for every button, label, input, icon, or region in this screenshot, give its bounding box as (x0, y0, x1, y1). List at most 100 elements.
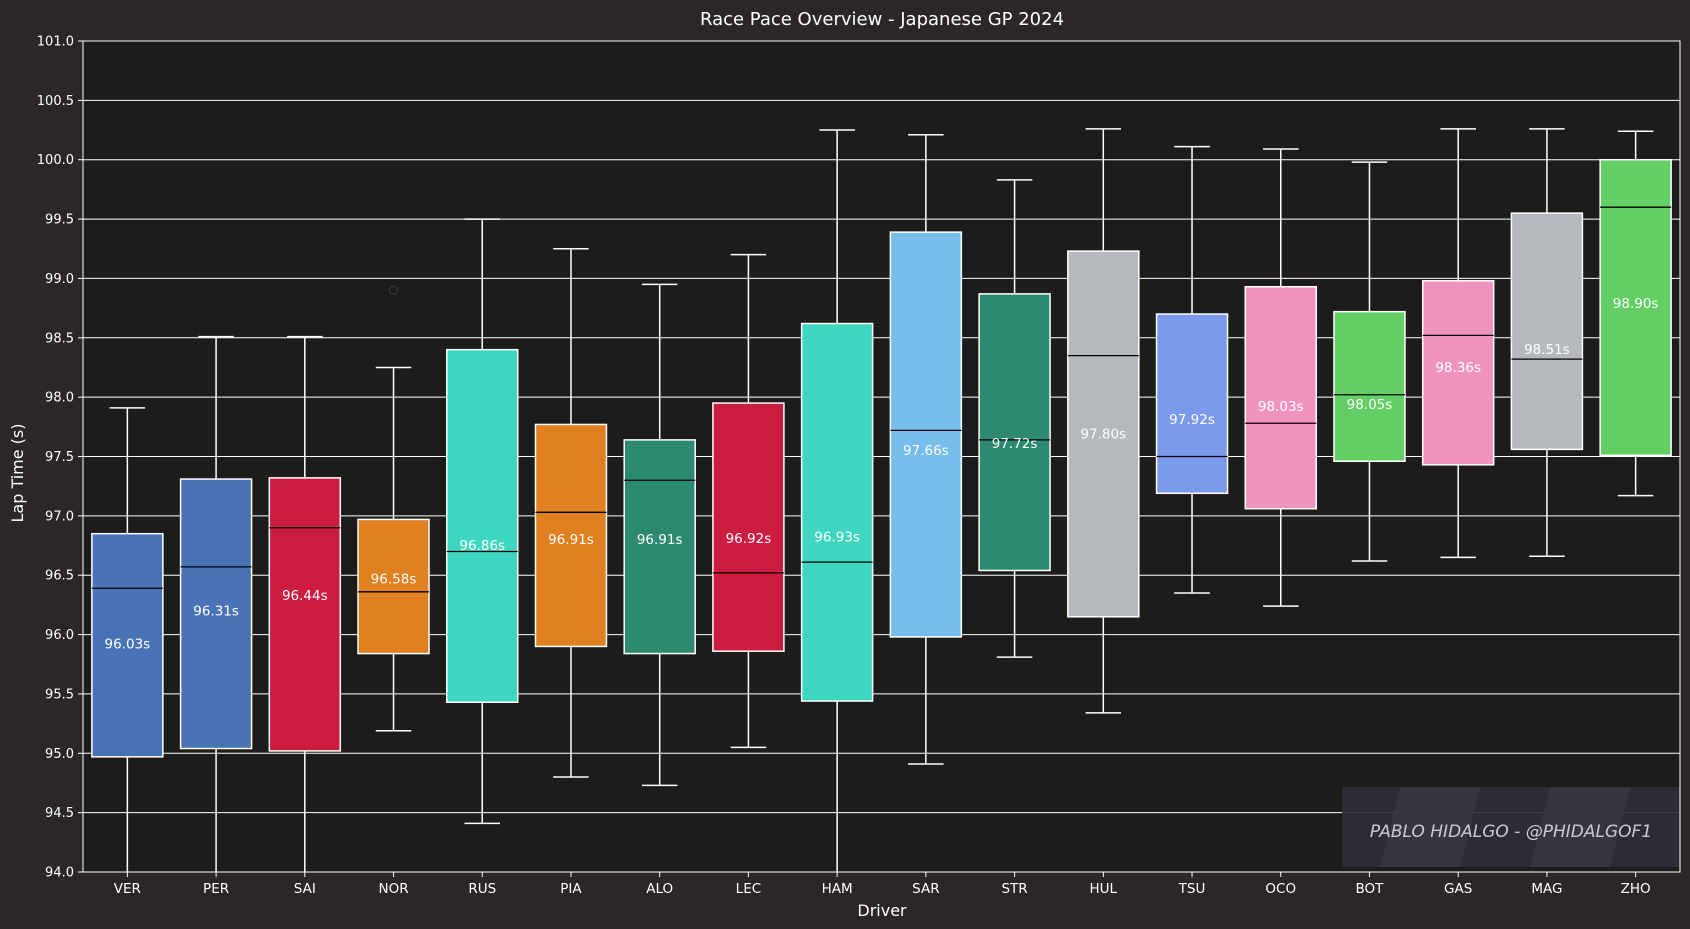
x-tick-label: VER (114, 881, 141, 897)
box-ham: 96.93s (800, 129, 874, 872)
x-tick-label: OCO (1265, 881, 1296, 897)
x-tick-label: RUS (468, 881, 496, 897)
plot-frame (82, 40, 1681, 873)
box-lec: 96.92s (712, 253, 785, 749)
x-axis-label: Driver (857, 901, 907, 920)
box-body (91, 532, 164, 758)
y-tick-label: 98.0 (45, 391, 74, 406)
mean-label: 96.93s (814, 530, 860, 546)
x-tick-label: LEC (736, 881, 761, 897)
mean-label: 98.36s (1435, 360, 1481, 376)
box-body (268, 477, 342, 752)
y-tick-label: 97.0 (45, 509, 74, 524)
mean-label: 96.44s (282, 588, 328, 604)
x-tick-label: PIA (560, 881, 582, 897)
box-body (1510, 212, 1584, 451)
watermark-text: PABLO HIDALGO - @PHIDALGOF1 (1370, 822, 1652, 842)
box-hul: 97.80s (1067, 128, 1140, 714)
box-body (1599, 158, 1672, 457)
y-tick-label: 100.5 (37, 94, 74, 109)
mean-label: 97.72s (992, 436, 1038, 452)
mean-label: 96.91s (548, 532, 594, 548)
box-body (357, 518, 430, 655)
box-bot: 98.05s (1333, 161, 1406, 562)
y-tick-label: 95.5 (45, 687, 74, 702)
y-tick-label: 101.0 (37, 35, 74, 50)
y-tick-label: 94.0 (45, 866, 74, 881)
box-zho: 98.90s (1599, 130, 1672, 497)
x-tick-label: HUL (1090, 881, 1118, 897)
box-body (623, 439, 696, 655)
mean-label: 98.05s (1347, 397, 1393, 413)
box-body (1244, 285, 1317, 510)
x-tick-label: SAI (294, 881, 316, 897)
y-tick-label: 96.0 (45, 628, 74, 643)
box-body (712, 402, 785, 652)
box-gas: 98.36s (1421, 128, 1495, 559)
x-tick-label: BOT (1356, 881, 1385, 897)
mean-label: 97.66s (903, 443, 949, 459)
grid-lines (83, 40, 1680, 873)
y-tick-label: 99.5 (45, 213, 74, 228)
box-body (1333, 310, 1406, 462)
y-tick-label: 99.0 (45, 272, 74, 287)
x-tick-label: ALO (646, 881, 673, 897)
box-mag: 98.51s (1510, 128, 1584, 557)
watermark-stripe (1530, 787, 1630, 867)
box-body (179, 478, 253, 750)
y-tick-label: 95.0 (45, 747, 74, 762)
box-body (1067, 250, 1140, 618)
box-sai: 96.44s (268, 335, 342, 872)
x-tick-label: ZHO (1621, 881, 1651, 897)
x-tick-label: MAG (1531, 881, 1562, 897)
mean-label: 96.58s (371, 571, 417, 587)
x-axis-ticks: VER PER SAI NOR RUS PIA ALO LEC HAM SAR STR HUL TSU O… (114, 872, 1651, 897)
box-body (1155, 313, 1229, 495)
y-tick-label: 97.5 (45, 450, 74, 465)
y-axis-ticks: 94.0 94.5 95.0 95.5 96.0 96.5 97.0 97.5 98.0 98.5… (37, 35, 83, 881)
watermark-stripe (1380, 787, 1480, 867)
box-per: 96.31s (179, 335, 253, 872)
box-body (1421, 280, 1495, 466)
y-axis-label: Lap Time (s) (8, 423, 27, 522)
y-tick-label: 98.5 (45, 331, 74, 346)
mean-label: 96.91s (637, 532, 683, 548)
x-tick-label: GAS (1444, 881, 1472, 897)
mean-label: 96.31s (193, 603, 239, 619)
mean-label: 98.03s (1258, 399, 1304, 415)
mean-label: 98.51s (1524, 342, 1570, 358)
x-tick-label: STR (1001, 881, 1027, 897)
x-tick-label: TSU (1178, 881, 1206, 897)
mean-label: 98.90s (1613, 296, 1659, 312)
box-body (534, 423, 608, 648)
box-series: 96.03s 96.31s 96.44s 96.58s 96.86s 96.91s 96.9… (91, 128, 1672, 872)
x-tick-label: NOR (378, 881, 408, 897)
y-tick-label: 100.0 (37, 153, 74, 168)
x-tick-label: HAM (822, 881, 853, 897)
box-alo: 96.91s (623, 283, 696, 787)
box-body (446, 348, 519, 703)
box-body (978, 293, 1051, 572)
watermark: PABLO HIDALGO - @PHIDALGOF1 (1342, 787, 1680, 867)
box-oco: 98.03s (1244, 148, 1317, 607)
box-pia: 96.91s (534, 248, 608, 778)
box-tsu: 97.92s (1155, 145, 1229, 594)
y-tick-label: 94.5 (45, 806, 74, 821)
box-ver: 96.03s (91, 407, 164, 872)
x-tick-label: SAR (912, 881, 939, 897)
box-rus: 96.86s (446, 218, 519, 825)
mean-label: 96.92s (726, 531, 772, 547)
y-tick-label: 96.5 (45, 569, 74, 584)
box-str: 97.72s (978, 179, 1051, 658)
chart-title: Race Pace Overview - Japanese GP 2024 (700, 9, 1064, 30)
x-tick-label: PER (203, 881, 229, 897)
box-sar: 97.66s (889, 134, 963, 765)
box-nor: 96.58s (357, 285, 430, 732)
outlier-point (389, 285, 399, 295)
box-body (800, 322, 874, 702)
mean-label: 96.03s (105, 637, 151, 653)
mean-label: 96.86s (459, 538, 505, 554)
mean-label: 97.80s (1080, 426, 1126, 442)
box-body (889, 231, 963, 638)
